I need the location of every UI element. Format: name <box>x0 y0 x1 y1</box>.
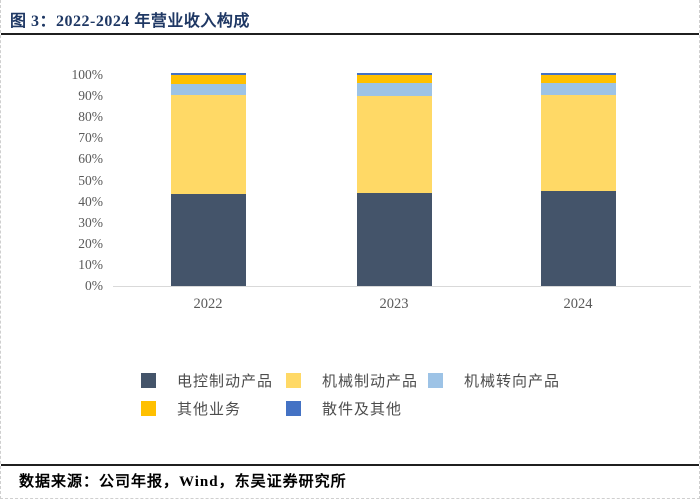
x-axis-label: 2024 <box>563 296 593 312</box>
title-divider <box>1 33 699 35</box>
y-axis-tick: 10% <box>78 256 103 272</box>
legend-item: 其他业务 <box>141 399 242 418</box>
x-axis-label: 2023 <box>379 296 409 312</box>
bar-segment <box>540 75 616 83</box>
legend-item: 散件及其他 <box>286 399 403 418</box>
legend-label: 散件及其他 <box>322 401 403 418</box>
y-axis-tick: 90% <box>78 88 103 104</box>
bar-segment <box>540 73 616 76</box>
y-axis-tick: 60% <box>78 151 103 167</box>
legend-swatch <box>141 372 156 388</box>
bar-segment <box>356 73 432 76</box>
y-axis-tick: 80% <box>78 109 103 125</box>
y-axis-tick: 40% <box>78 193 103 209</box>
legend-item: 电控制动产品 <box>141 371 274 390</box>
source-note: 数据来源：公司年报，Wind，东吴证券研究所 <box>19 474 347 490</box>
legend-label: 其他业务 <box>177 401 242 418</box>
y-axis-tick: 70% <box>78 130 103 146</box>
bar-segment <box>170 95 246 195</box>
source-divider <box>1 464 699 466</box>
bar-segment <box>356 96 432 194</box>
y-axis-tick: 0% <box>85 278 103 293</box>
legend-item: 机械制动产品 <box>286 371 419 390</box>
legend-swatch <box>286 400 301 416</box>
y-axis-tick: 30% <box>78 214 103 230</box>
x-axis-line <box>113 286 691 287</box>
legend-swatch <box>286 372 301 388</box>
figure-title: 图 3：2022-2024 年营业收入构成 <box>10 13 250 30</box>
bar-segment <box>170 83 246 96</box>
legend-label: 机械制动产品 <box>322 373 419 390</box>
bar-segment <box>356 82 432 97</box>
legend-label: 电控制动产品 <box>177 373 274 390</box>
y-axis-tick: 100% <box>71 67 104 82</box>
y-axis-tick: 20% <box>78 235 103 251</box>
stacked-bar-2022 <box>170 73 246 286</box>
stacked-bar-2023 <box>356 73 432 286</box>
bar-segment <box>170 75 246 84</box>
y-axis-tick: 50% <box>78 172 103 188</box>
bar-segment <box>540 95 616 192</box>
legend-label: 机械转向产品 <box>464 373 561 390</box>
legend-swatch <box>141 400 156 416</box>
bar-segment <box>540 82 616 96</box>
bar-segment <box>540 191 616 286</box>
bar-segment <box>170 73 246 76</box>
bar-segment <box>356 193 432 286</box>
stacked-bar-2024 <box>540 73 616 286</box>
x-axis-label: 2022 <box>193 296 223 312</box>
legend-item: 机械转向产品 <box>428 371 561 390</box>
legend-swatch <box>428 372 443 388</box>
bar-segment <box>170 194 246 286</box>
bar-segment <box>356 75 432 83</box>
